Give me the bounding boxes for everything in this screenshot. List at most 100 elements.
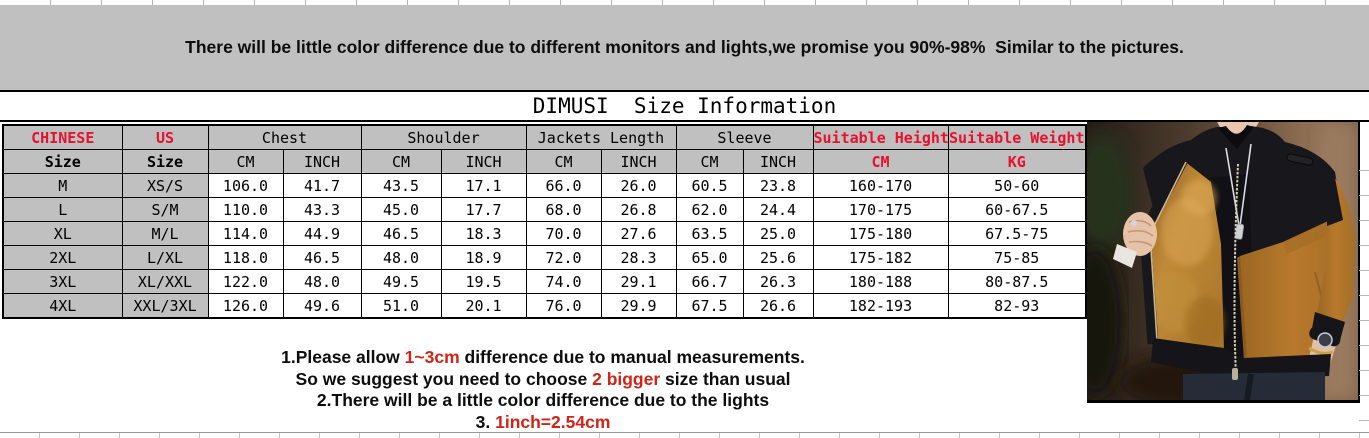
subheader-shoulder-cm: CM — [360, 149, 442, 174]
subheader-shoulder-inch: INCH — [440, 149, 527, 174]
table-cell: XL/XXL — [121, 269, 209, 294]
table-cell: 110.0 — [207, 197, 284, 222]
table-cell: 3XL — [2, 269, 123, 294]
table-cell: 44.9 — [282, 221, 362, 246]
table-cell: 48.0 — [282, 269, 362, 294]
note-highlight-1: 1~3cm — [404, 347, 460, 367]
table-cell: 65.0 — [675, 245, 744, 270]
subheader-height-cm: CM — [812, 149, 949, 174]
header-shoulder: Shoulder — [360, 124, 527, 150]
table-cell: 20.1 — [440, 293, 527, 319]
title-band: DIMUSI Size Information — [0, 90, 1369, 122]
table-cell: 106.0 — [207, 173, 284, 198]
table-cell: 45.0 — [360, 197, 442, 222]
table-cell: 75-85 — [947, 245, 1087, 270]
model-photo — [1087, 122, 1360, 403]
table-cell: 43.3 — [282, 197, 362, 222]
header-suitable-weight: Suitable Weight — [947, 124, 1087, 150]
table-cell: 25.6 — [742, 245, 814, 270]
note-line-1: 1.Please allow 1~3cm difference due to m… — [281, 347, 805, 367]
table-cell: L/XL — [121, 245, 209, 270]
table-cell: 17.7 — [440, 197, 527, 222]
table-cell: S/M — [121, 197, 209, 222]
subheader-weight-kg: KG — [947, 149, 1087, 174]
table-cell: 70.0 — [525, 221, 602, 246]
table-row: 2XL L/XL 118.0 46.5 48.0 18.9 72.0 28.3 65.0 25.6… — [2, 245, 1087, 270]
color-difference-banner: There will be little color difference du… — [0, 5, 1369, 90]
subheader-size-us: Size — [121, 149, 209, 174]
table-cell: 25.0 — [742, 221, 814, 246]
table-cell: 18.9 — [440, 245, 527, 270]
table-cell: 41.7 — [282, 173, 362, 198]
table-cell: 29.9 — [600, 293, 677, 319]
table-cell: 26.6 — [742, 293, 814, 319]
note-highlight-4: 1inch=2.54cm — [495, 411, 611, 432]
table-cell: 74.0 — [525, 269, 602, 294]
header-jackets-length: Jackets Length — [525, 124, 677, 150]
table-cell: 67.5 — [675, 293, 744, 319]
table-cell: 67.5-75 — [947, 221, 1087, 246]
table-row: L S/M 110.0 43.3 45.0 17.7 68.0 26.8 62.0 24.4 170… — [2, 197, 1087, 222]
table-cell: XL — [2, 221, 123, 246]
table-cell: 122.0 — [207, 269, 284, 294]
table-row: 4XL XXL/3XL 126.0 49.6 51.0 20.1 76.0 29.9 67.5 2… — [2, 293, 1087, 319]
table-cell: 49.6 — [282, 293, 362, 319]
table-cell: 160-170 — [812, 173, 949, 198]
subheader-jackets-cm: CM — [525, 149, 602, 174]
table-cell: 82-93 — [947, 293, 1087, 319]
table-cell: 63.5 — [675, 221, 744, 246]
note-line-2: So we suggest you need to choose 2 bigge… — [295, 368, 791, 389]
table-cell: 17.1 — [440, 173, 527, 198]
table-cell: 126.0 — [207, 293, 284, 319]
page-title: DIMUSI Size Information — [532, 94, 837, 118]
table-cell: 62.0 — [675, 197, 744, 222]
table-cell: 114.0 — [207, 221, 284, 246]
subheader-sleeve-cm: CM — [675, 149, 744, 174]
table-cell: 26.3 — [742, 269, 814, 294]
subheader-chest-inch: INCH — [282, 149, 362, 174]
table-cell: 50-60 — [947, 173, 1087, 198]
table-cell: 118.0 — [207, 245, 284, 270]
table-cell: 4XL — [2, 293, 123, 319]
table-cell: 26.8 — [600, 197, 677, 222]
table-cell: 66.0 — [525, 173, 602, 198]
note-highlight-2: 2 bigger — [592, 368, 661, 389]
table-cell: 18.3 — [440, 221, 527, 246]
table-subheader-row: Size Size CM INCH CM INCH CM INCH CM INC… — [2, 149, 1087, 174]
table-cell: 180-188 — [812, 269, 949, 294]
header-chinese: CHINESE — [2, 124, 123, 150]
header-suitable-height: Suitable Height — [812, 124, 949, 150]
subheader-chest-cm: CM — [207, 149, 284, 174]
table-cell: 28.3 — [600, 245, 677, 270]
table-cell: 68.0 — [525, 197, 602, 222]
table-cell: M/L — [121, 221, 209, 246]
table-body: M XS/S 106.0 41.7 43.5 17.1 66.0 26.0 60.5 23.8 16… — [2, 173, 1087, 319]
subheader-jackets-inch: INCH — [600, 149, 677, 174]
table-row: M XS/S 106.0 41.7 43.5 17.1 66.0 26.0 60.5 23.8 16… — [2, 173, 1087, 198]
table-cell: 60.5 — [675, 173, 744, 198]
table-cell: 46.5 — [360, 221, 442, 246]
table-cell: XXL/3XL — [121, 293, 209, 319]
table-cell: 19.5 — [440, 269, 527, 294]
subheader-size-chinese: Size — [2, 149, 123, 174]
table-cell: 29.1 — [600, 269, 677, 294]
table-row: XL M/L 114.0 44.9 46.5 18.3 70.0 27.6 63.5 25.0 17… — [2, 221, 1087, 246]
table-cell: 76.0 — [525, 293, 602, 319]
note-line-4: 3. 1inch=2.54cm — [475, 411, 611, 432]
table-cell: 23.8 — [742, 173, 814, 198]
table-cell: 46.5 — [282, 245, 362, 270]
top-gridline-strip — [0, 0, 1369, 5]
table-cell: 170-175 — [812, 197, 949, 222]
table-cell: 175-182 — [812, 245, 949, 270]
header-sleeve: Sleeve — [675, 124, 814, 150]
table-cell: L — [2, 197, 123, 222]
table-cell: 24.4 — [742, 197, 814, 222]
table-cell: 43.5 — [360, 173, 442, 198]
notes: 1.Please allow 1~3cm difference due to m… — [0, 347, 1086, 433]
table-cell: 175-180 — [812, 221, 949, 246]
subheader-sleeve-inch: INCH — [742, 149, 814, 174]
banner-text: There will be little color difference du… — [185, 37, 1184, 57]
table-cell: 60-67.5 — [947, 197, 1087, 222]
note-line-3: 2.There will be a little color differenc… — [316, 390, 770, 410]
